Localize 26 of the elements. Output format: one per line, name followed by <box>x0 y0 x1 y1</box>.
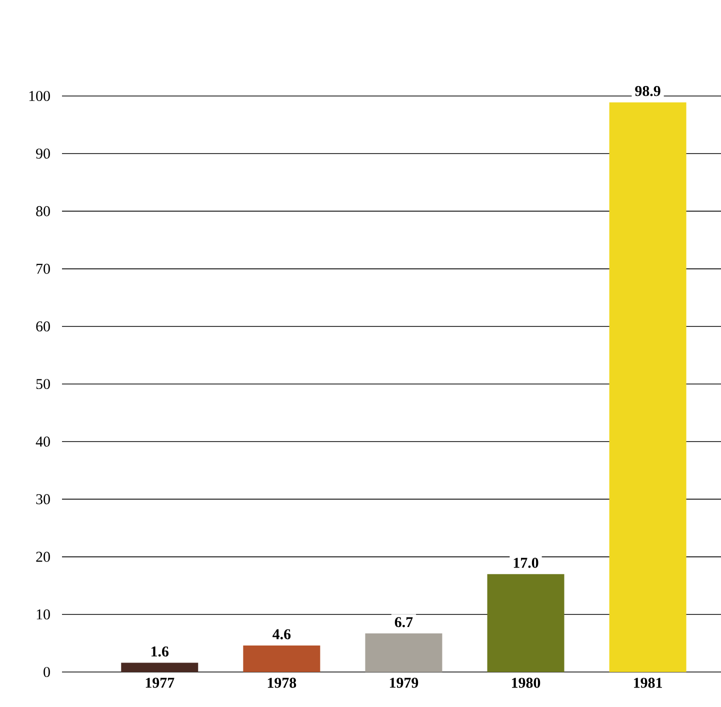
y-tick-label: 10 <box>36 609 50 620</box>
y-tick-label: 90 <box>36 148 50 159</box>
data-label: 6.7 <box>394 617 413 628</box>
x-tick-label: 1977 <box>146 678 174 688</box>
data-label: 4.6 <box>272 629 291 640</box>
y-tick-label: 70 <box>36 264 50 274</box>
bar <box>365 633 442 672</box>
bar <box>121 662 198 672</box>
x-tick-label: 1978 <box>268 678 296 688</box>
y-tick-label: 60 <box>36 321 50 332</box>
y-tick-label: 50 <box>36 378 50 390</box>
y-tick-label: 20 <box>36 552 50 562</box>
data-label: 98.9 <box>635 86 660 96</box>
data-label: 1.6 <box>151 646 169 657</box>
bar <box>243 646 320 672</box>
y-tick-label: 100 <box>29 90 50 102</box>
x-tick-label: 1980 <box>512 678 540 688</box>
y-tick-label: 40 <box>36 436 50 447</box>
y-tick-label: 0 <box>44 666 50 678</box>
x-tick-label: 1979 <box>390 678 418 688</box>
bar <box>487 574 564 672</box>
y-tick-label: 80 <box>36 206 50 216</box>
y-tick-label: 30 <box>36 494 50 504</box>
x-tick-label: 1981 <box>634 678 662 688</box>
data-label: 17.0 <box>514 558 538 568</box>
bar <box>609 102 686 672</box>
